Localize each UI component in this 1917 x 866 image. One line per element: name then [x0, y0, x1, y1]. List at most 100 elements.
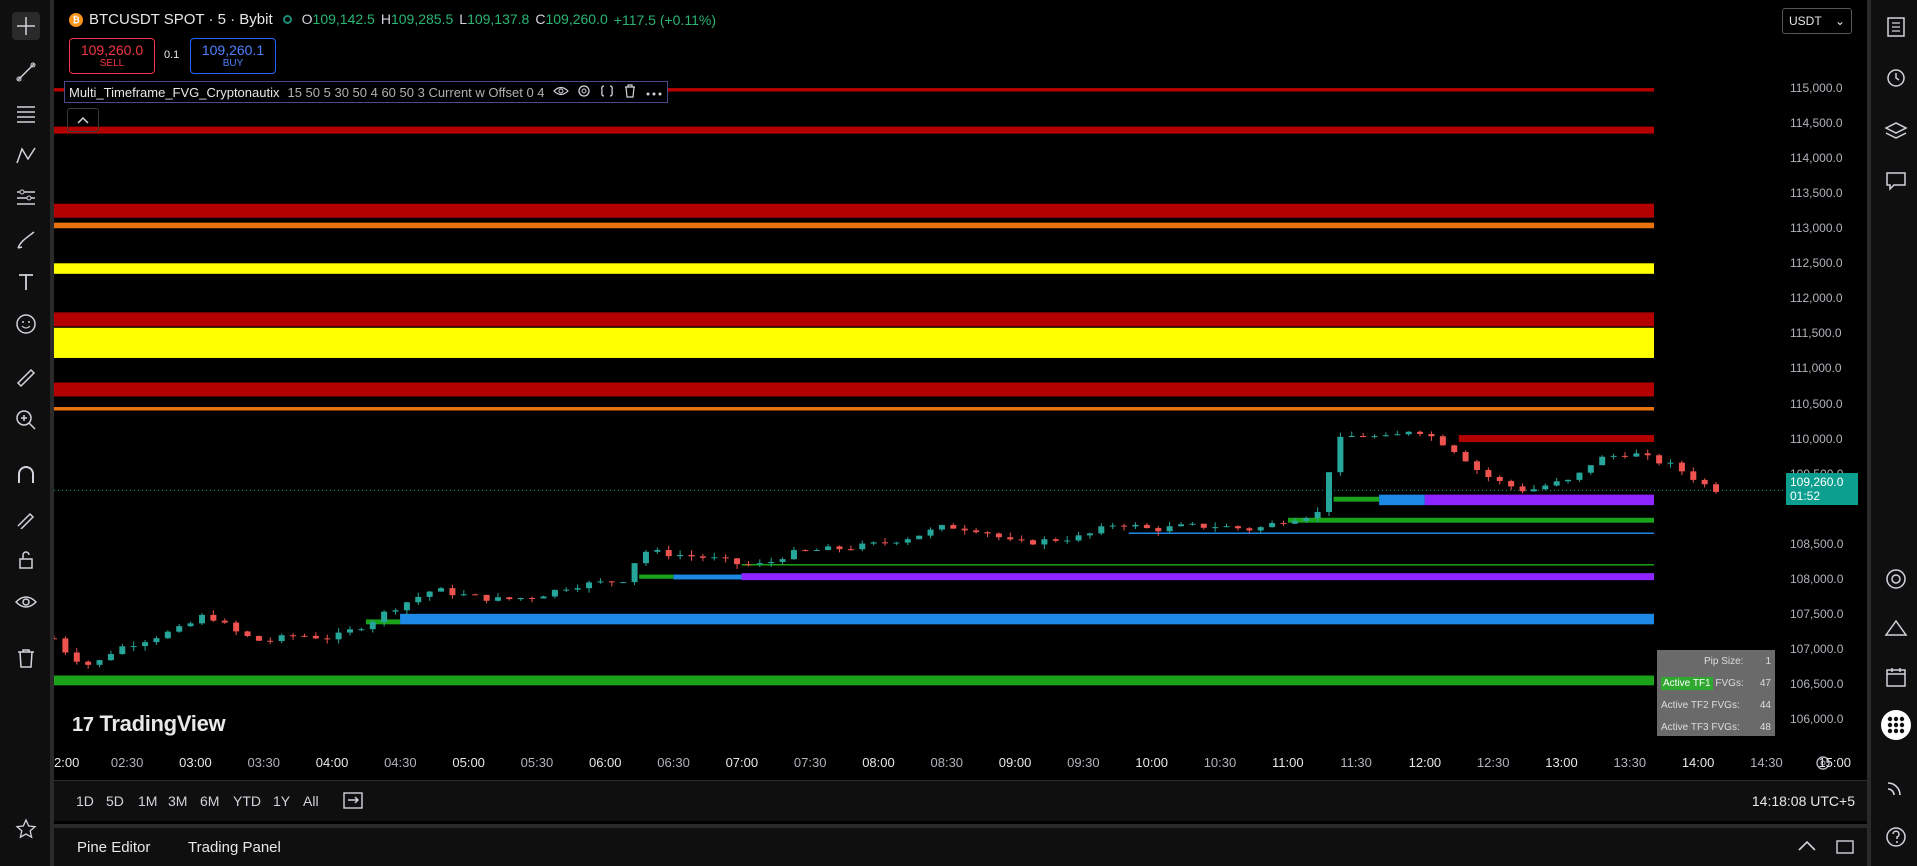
price-chart[interactable]	[54, 0, 1867, 750]
candle-up	[403, 602, 410, 611]
range-ytd[interactable]: YTD	[233, 793, 261, 809]
time-axis-label: 06:30	[657, 755, 690, 770]
collapse-legend-button[interactable]	[67, 108, 99, 132]
candle-up	[1394, 434, 1401, 436]
eye-icon[interactable]	[552, 85, 569, 100]
magnet-icon[interactable]	[12, 462, 40, 490]
more-options-icon[interactable]	[645, 85, 663, 100]
range-1y[interactable]: 1Y	[273, 793, 291, 809]
candle-up	[1064, 540, 1071, 542]
time-axis-label: 11:30	[1340, 755, 1372, 770]
candle-up	[859, 543, 866, 550]
candle-up	[1178, 524, 1185, 527]
buy-button[interactable]: 109,260.1 BUY	[190, 38, 276, 74]
forecast-icon[interactable]	[12, 184, 40, 212]
cell-label: Active TF1 FVGs:	[1661, 676, 1744, 690]
candle-down	[255, 635, 262, 641]
time-axis-label: 10:30	[1203, 755, 1237, 770]
pattern-icon[interactable]	[12, 142, 40, 170]
calendar-icon[interactable]	[1881, 662, 1911, 692]
order-quantity[interactable]: 0.1	[164, 49, 180, 61]
source-code-icon[interactable]	[599, 84, 615, 101]
symbol-title[interactable]: BTCUSDT SPOT · 5 · Bybit	[89, 11, 273, 28]
cell-value: 1	[1765, 655, 1771, 667]
sell-price: 109,260.0	[80, 42, 144, 58]
candle-down	[961, 528, 968, 531]
candle-down	[1439, 436, 1446, 446]
lock-icon[interactable]	[12, 546, 40, 574]
candle-down	[267, 640, 274, 642]
target-icon[interactable]	[1881, 564, 1911, 594]
candle-up	[654, 550, 661, 552]
range-6m[interactable]: 6M	[200, 793, 220, 809]
candle-up	[1542, 485, 1549, 490]
fvg-zone-green	[1288, 517, 1654, 523]
fib-retracement-icon[interactable]	[12, 100, 40, 128]
fvg-zone-red	[54, 203, 1654, 218]
cell-value: 48	[1759, 721, 1771, 733]
candle-up	[153, 638, 160, 643]
watchlist-icon[interactable]	[1881, 12, 1911, 42]
trend-line-icon[interactable]	[12, 58, 40, 86]
range-3m[interactable]: 3M	[168, 793, 188, 809]
candle-up	[494, 597, 501, 601]
layers-icon[interactable]	[1881, 116, 1911, 146]
indicator-name[interactable]: Multi_Timeframe_FVG_Cryptonautix	[69, 84, 280, 100]
star-icon[interactable]	[12, 815, 40, 843]
ruler-icon[interactable]	[12, 364, 40, 392]
candle-down	[1701, 479, 1708, 485]
candle-up	[551, 589, 558, 597]
apps-grid-icon[interactable]	[1881, 710, 1911, 740]
tab-trading-panel[interactable]: Trading Panel	[188, 839, 281, 856]
brush-icon[interactable]	[12, 226, 40, 254]
table-row: Active TF3 FVGs: 48	[1657, 716, 1775, 738]
time-axis[interactable]: 2:00 02:30 03:00 03:30 04:00 04:30 05:00 05:30 0…	[54, 752, 1867, 776]
pencil-lock-icon[interactable]	[12, 504, 40, 532]
utc-clock[interactable]: 14:18:08 UTC+5	[1751, 793, 1855, 809]
alert-clock-icon[interactable]	[1881, 62, 1911, 92]
trash-icon[interactable]	[12, 644, 40, 672]
settings-gear-icon[interactable]	[577, 84, 591, 101]
candle-down	[1360, 436, 1367, 438]
range-all[interactable]: All	[303, 793, 319, 809]
candle-down	[995, 533, 1002, 538]
candle-down	[233, 622, 240, 632]
axis-settings-icon[interactable]	[1814, 754, 1832, 775]
candle-up	[642, 551, 649, 564]
candle-down	[449, 588, 456, 596]
fvg-zone-red	[54, 382, 1654, 397]
candle-down	[472, 594, 479, 596]
candle-up	[574, 588, 581, 590]
text-icon[interactable]	[12, 268, 40, 296]
eye-icon[interactable]	[12, 588, 40, 616]
tradingview-watermark[interactable]: 17 TradingView	[72, 711, 226, 737]
ideas-icon[interactable]	[1881, 614, 1911, 644]
zoom-in-icon[interactable]	[12, 406, 40, 434]
candle-up	[198, 614, 205, 624]
range-1d[interactable]: 1D	[76, 793, 94, 809]
candle-down	[802, 550, 809, 552]
candle-down	[1280, 523, 1287, 525]
maximize-panel-icon[interactable]	[1835, 839, 1855, 858]
chat-icon[interactable]	[1881, 166, 1911, 196]
emoji-icon[interactable]	[12, 310, 40, 338]
change-value: +117.5 (+0.11%)	[613, 11, 716, 28]
date-range-icon[interactable]	[342, 790, 364, 813]
tab-pine-editor[interactable]: Pine Editor	[77, 839, 151, 856]
candle-down	[1417, 431, 1424, 434]
table-row: Active TF1 FVGs: 47	[1657, 672, 1775, 694]
currency-select[interactable]: USDT ⌄	[1782, 8, 1852, 34]
delete-icon[interactable]	[623, 83, 637, 101]
chevron-up-icon[interactable]	[1797, 840, 1817, 855]
range-5d[interactable]: 5D	[106, 793, 124, 809]
sell-button[interactable]: 109,260.0 SELL	[69, 38, 155, 74]
broadcast-icon[interactable]	[1881, 772, 1911, 802]
range-1m[interactable]: 1M	[138, 793, 158, 809]
candle-down	[244, 631, 251, 636]
candle-up	[438, 588, 445, 592]
help-icon[interactable]	[1881, 822, 1911, 852]
price-axis-label: 115,000.0	[1790, 81, 1843, 96]
price-axis-label: 111,000.0	[1790, 361, 1842, 376]
indicator-legend[interactable]: Multi_Timeframe_FVG_Cryptonautix 15 50 5…	[64, 81, 668, 103]
crosshair-icon[interactable]	[12, 12, 40, 40]
